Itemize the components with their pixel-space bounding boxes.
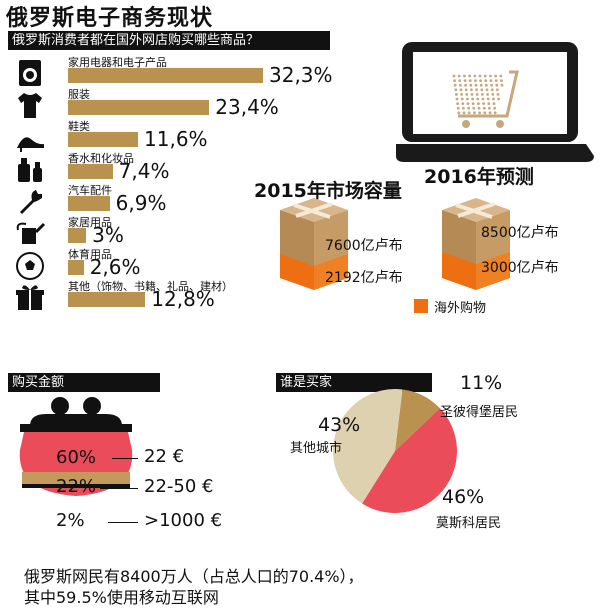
- wrench-icon: [14, 186, 46, 216]
- spending-pct-1: 60%: [56, 447, 97, 468]
- spending-leader-1: [112, 458, 138, 459]
- washing-machine-icon: [14, 58, 46, 88]
- spending-leader-3: [108, 522, 138, 523]
- goods-value-label: 32,3%: [269, 63, 333, 87]
- gift-icon: [14, 282, 46, 312]
- spending-leader-2: [100, 488, 138, 489]
- spending-pct-3: 2%: [56, 510, 85, 531]
- goods-bar: [68, 228, 87, 243]
- spending-section-header: 购买金额: [8, 373, 160, 392]
- spending-amount-3: >1000 €: [144, 510, 223, 531]
- market-2016-total: 8500亿卢布: [481, 225, 559, 241]
- goods-category-label: 汽车配件: [68, 184, 112, 197]
- coin-purse-icon: [16, 396, 136, 508]
- spending-amount-2: 22-50 €: [144, 476, 214, 497]
- soccer-ball-icon: [14, 250, 46, 280]
- spending-pct-2: 22%: [56, 476, 97, 497]
- page-title: 俄罗斯电子商务现状: [6, 6, 214, 31]
- pie-slice-moscow: [362, 408, 457, 513]
- goods-category-label: 其他（饰物、书籍、礼品、建材）: [68, 280, 233, 293]
- goods-value-label: 3%: [92, 223, 124, 247]
- goods-bar: [68, 260, 84, 275]
- goods-bar: [68, 164, 113, 179]
- market-2016-title: 2016年预测: [424, 166, 534, 188]
- goods-value-label: 6,9%: [115, 191, 167, 215]
- spending-amount-1: 22 €: [144, 446, 185, 467]
- legend-label-foreign: 海外购物: [434, 301, 487, 316]
- box-2015-icon: [274, 196, 352, 292]
- goods-section-header: 俄罗斯消费者都在国外网店购买哪些商品？: [8, 31, 330, 50]
- goods-category-label: 服装: [68, 88, 90, 101]
- market-2015-title: 2015年市场容量: [254, 180, 402, 202]
- goods-value-label: 23,4%: [215, 95, 279, 119]
- goods-bar: [68, 132, 139, 147]
- goods-bar: [68, 292, 146, 307]
- pie-pct-stpete: 11%: [460, 372, 503, 394]
- pie-pct-moscow: 46%: [442, 486, 485, 508]
- pie-label-other: 其他城市: [290, 441, 343, 456]
- watering-can-icon: [14, 218, 46, 248]
- goods-category-label: 体育用品: [68, 248, 112, 261]
- goods-bar: [68, 196, 110, 211]
- goods-value-label: 11,6%: [144, 127, 208, 151]
- market-2016-foreign: 3000亿卢布: [481, 260, 559, 276]
- tshirt-icon: [14, 90, 46, 120]
- goods-value-label: 2,6%: [89, 255, 141, 279]
- goods-category-label: 家居用品: [68, 216, 112, 229]
- goods-value-label: 7,4%: [118, 159, 170, 183]
- buyers-pie-chart: [333, 389, 457, 513]
- goods-bar: [68, 68, 263, 83]
- laptop-cart-icon: [396, 38, 594, 164]
- buyers-section-header: 谁是买家: [276, 373, 432, 392]
- pie-label-stpete: 圣彼得堡居民: [440, 405, 519, 420]
- perfume-icon: [14, 154, 46, 184]
- goods-value-label: 12,8%: [151, 287, 215, 311]
- footer-line-2: 其中59.5%使用移动互联网: [24, 588, 219, 607]
- pie-label-moscow: 莫斯科居民: [436, 516, 502, 531]
- footer-line-1: 俄罗斯网民有8400万人（占总人口的70.4%），: [24, 567, 364, 586]
- pie-slice-other: [333, 389, 403, 504]
- market-2015-total: 7600亿卢布: [325, 238, 403, 254]
- market-2015-foreign: 2192亿卢布: [325, 270, 403, 286]
- goods-bar: [68, 100, 210, 115]
- high-heel-icon: [14, 122, 46, 152]
- pie-pct-other: 43%: [318, 414, 361, 436]
- pie-slice-stpete: [395, 389, 440, 451]
- goods-category-label: 家用电器和电子产品: [68, 56, 167, 69]
- box-2016-icon: [436, 196, 514, 292]
- legend-swatch-foreign: [414, 299, 428, 313]
- goods-category-label: 鞋类: [68, 120, 90, 133]
- goods-category-label: 香水和化妆品: [68, 152, 134, 165]
